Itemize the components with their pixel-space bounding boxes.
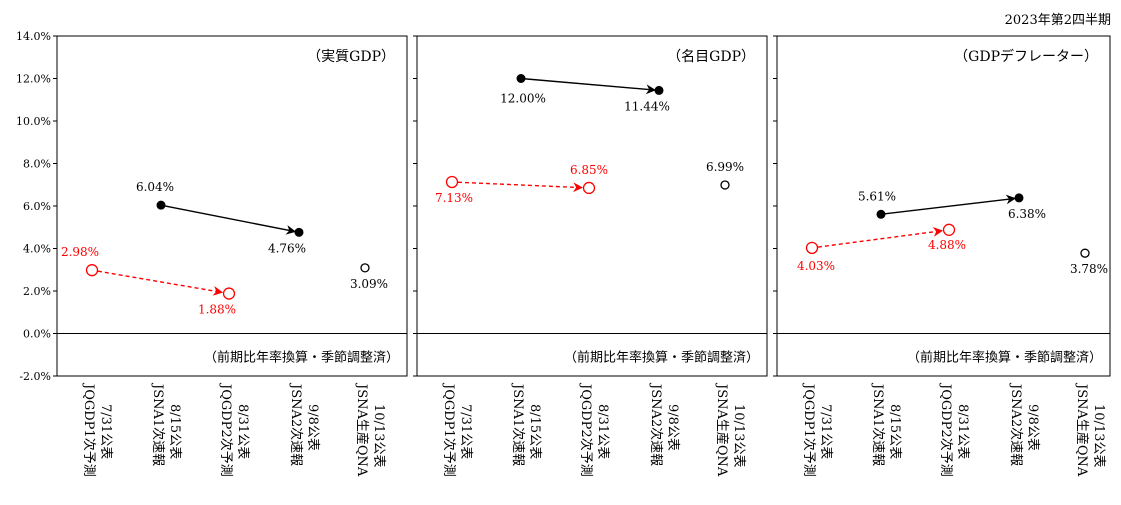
category-date-label: 10/13公表 [371, 404, 386, 467]
category-name-label: JSNA2次速報 [1008, 382, 1024, 466]
category-date-label: 8/15公表 [887, 404, 902, 459]
data-point [805, 241, 819, 255]
data-point [294, 227, 304, 237]
data-label: 6.99% [706, 160, 744, 174]
data-label: 6.85% [570, 163, 608, 177]
data-point [516, 74, 526, 83]
data-point [1080, 248, 1090, 258]
category-name-label: JSNA1次速報 [150, 382, 166, 466]
data-label: 11.44% [624, 99, 670, 113]
panel-note: （前期比年率換算・季節調整済） [204, 350, 399, 366]
category-name-label: JQGDP2次予測 [578, 382, 594, 477]
category-name-label: JSNA2次速報 [648, 382, 664, 466]
category-date-label: 9/8公表 [1025, 404, 1040, 451]
category-date-label: 8/31公表 [235, 404, 250, 459]
data-label: 7.13% [435, 191, 473, 205]
category-date-label: 7/31公表 [818, 404, 833, 459]
data-label: 3.78% [1070, 262, 1108, 276]
data-label: 3.09% [350, 277, 388, 291]
revision-arrow-red [817, 227, 944, 248]
y-tick-label: 10.0% [16, 115, 51, 128]
data-point [445, 175, 459, 189]
category-date-label: 10/13公表 [731, 404, 746, 467]
revision-arrow-red [457, 181, 583, 193]
panel-frame [776, 35, 1111, 377]
data-point [1014, 193, 1024, 203]
data-label: 4.03% [797, 259, 835, 273]
panel-frame [416, 35, 768, 377]
category-name-label: JSNA2次速報 [288, 382, 304, 466]
category-name-label: JQGDP1次予測 [801, 382, 817, 477]
revision-arrow-black [160, 204, 297, 235]
category-date-label: 8/31公表 [955, 404, 970, 459]
data-point [582, 181, 596, 195]
category-date-label: 8/15公表 [167, 404, 182, 459]
revision-arrow-black [520, 77, 656, 95]
panel-frame [56, 35, 408, 377]
y-tick-label: 0.0% [23, 328, 51, 341]
category-name-label: JSNA生産QNA [354, 382, 370, 477]
data-point [876, 209, 886, 219]
category-date-label: 8/15公表 [527, 404, 542, 459]
revision-arrow-black [880, 194, 1017, 215]
category-date-label: 9/8公表 [665, 404, 680, 451]
category-name-label: JSNA1次速報 [510, 382, 526, 466]
panel-note: （前期比年率換算・季節調整済） [907, 350, 1102, 366]
data-label: 6.38% [1008, 207, 1046, 221]
data-point [360, 263, 370, 273]
category-name-label: JQGDP1次予測 [81, 382, 97, 477]
data-point [156, 200, 166, 210]
y-tick-label: 8.0% [23, 158, 51, 171]
category-date-label: 9/8公表 [305, 404, 320, 451]
data-label: 5.61% [858, 189, 896, 203]
data-point [85, 264, 99, 277]
y-tick-label: 6.0% [23, 200, 51, 213]
data-label: 12.00% [500, 92, 546, 106]
category-date-label: 10/13公表 [1091, 404, 1106, 467]
y-tick-label: 14.0% [16, 30, 51, 43]
data-point [720, 180, 730, 190]
category-date-label: 8/31公表 [595, 404, 610, 459]
data-label: 6.04% [136, 180, 174, 194]
chart-panel-1: -2.0% 0.0% 2.0% 4.0% 6.0% 8.0% 10.0% 12.0% 14.0%… [16, 30, 408, 477]
category-name-label: JSNA生産QNA [714, 382, 730, 477]
y-tick-label: -2.0% [19, 370, 51, 383]
category-date-label: 7/31公表 [458, 404, 473, 459]
data-point [222, 287, 236, 300]
data-point [654, 85, 664, 95]
chart-panel-3: （GDPデフレーター） （前期比年率換算・季節調整済） 4.03% 5.61% 4.88… [773, 35, 1111, 477]
data-label: 2.98% [61, 245, 99, 259]
panel-title: （GDPデフレーター） [954, 48, 1098, 65]
y-tick-label: 4.0% [23, 243, 51, 256]
data-label: 4.76% [268, 241, 306, 255]
category-name-label: JQGDP2次予測 [218, 382, 234, 477]
data-label: 4.88% [928, 238, 966, 252]
chart-panel-2: （名目GDP） （前期比年率換算・季節調整済） 7.13% 12.00% 6.85% 11… [413, 35, 768, 477]
category-date-label: 7/31公表 [98, 404, 113, 459]
panel-title: （実質GDP） [307, 49, 395, 65]
category-name-label: JSNA1次速報 [870, 382, 886, 466]
panel-title: （名目GDP） [667, 49, 755, 65]
data-point [942, 223, 956, 236]
y-tick-label: 12.0% [16, 73, 51, 86]
quarter-label: 2023年第2四半期 [1004, 13, 1111, 28]
category-name-label: JSNA生産QNA [1074, 382, 1090, 477]
revision-arrow-red [97, 270, 224, 296]
data-label: 1.88% [198, 303, 236, 317]
y-tick-label: 2.0% [23, 285, 51, 298]
panel-note: （前期比年率換算・季節調整済） [564, 350, 759, 366]
category-name-label: JQGDP1次予測 [441, 382, 457, 477]
category-name-label: JQGDP2次予測 [938, 382, 954, 477]
